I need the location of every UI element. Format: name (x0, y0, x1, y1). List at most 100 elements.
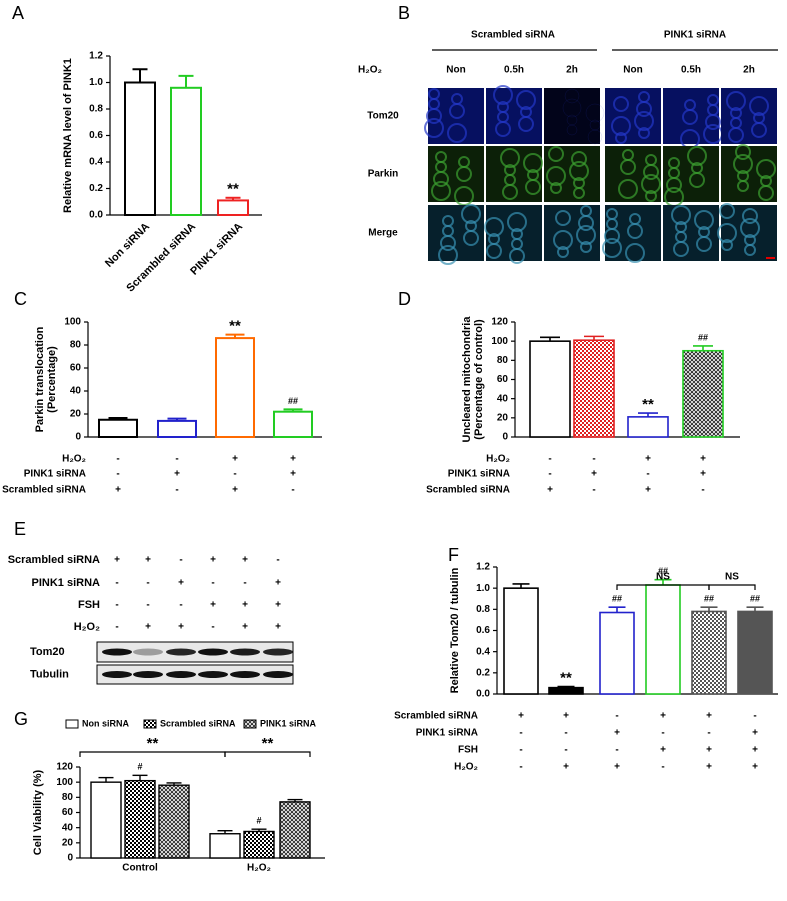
significance-label: ** (262, 735, 274, 752)
y-axis-label: (Percentage) (46, 346, 58, 413)
micrograph-texture (742, 208, 758, 224)
condition-mark: - (661, 728, 664, 739)
condition-mark: + (591, 469, 597, 480)
blot-band (198, 648, 228, 656)
condition-label: H₂O₂ (486, 454, 510, 465)
micrograph-texture (523, 153, 543, 173)
condition-mark: + (174, 469, 180, 480)
condition-mark: - (592, 485, 595, 496)
bar-label: # (137, 762, 142, 772)
bar (170, 86, 202, 216)
micrograph-texture (580, 241, 592, 253)
micrograph-texture (606, 218, 618, 230)
bar (209, 833, 241, 859)
condition-mark: - (116, 469, 119, 480)
panel-label: F (448, 545, 459, 565)
bar (691, 610, 727, 695)
y-tick-label: 100 (491, 336, 508, 347)
condition-mark: + (547, 485, 553, 496)
condition-label: PINK1 siRNA (24, 469, 86, 480)
significance-bracket (708, 584, 756, 590)
condition-mark: - (519, 728, 522, 739)
y-tick-label: 20 (70, 409, 82, 420)
bar (124, 779, 156, 859)
condition-mark: - (211, 578, 214, 589)
y-tick-label: 20 (497, 412, 509, 423)
row-label: Tom20 (367, 111, 399, 122)
row-label: Parkin (368, 169, 399, 180)
condition-mark: - (116, 454, 119, 465)
bar-label: ** (642, 396, 654, 413)
significance-label: NS (725, 572, 739, 583)
panel-label: A (12, 3, 24, 23)
micrograph-texture (493, 85, 513, 105)
condition-label: PINK1 siRNA (416, 728, 478, 739)
condition-mark: + (700, 454, 706, 465)
legend-swatch (243, 719, 257, 729)
blot-band (263, 648, 293, 656)
bar (273, 410, 313, 439)
y-tick-label: 80 (62, 792, 74, 803)
condition-mark: + (706, 711, 712, 722)
micrograph-texture (447, 123, 467, 143)
y-tick-label: 0.4 (89, 157, 103, 168)
condition-mark: + (232, 485, 238, 496)
micrograph-texture (465, 220, 477, 232)
micrograph-texture (749, 96, 769, 116)
condition-mark: - (233, 469, 236, 480)
condition-mark: + (614, 762, 620, 773)
blot-band (230, 671, 260, 678)
condition-mark: + (210, 600, 216, 611)
micrograph (428, 88, 484, 144)
bar-label: ## (288, 396, 298, 406)
micrograph-texture (553, 230, 573, 250)
condition-mark: + (706, 762, 712, 773)
blot-label: Tom20 (30, 646, 65, 658)
micrograph-texture (500, 148, 520, 168)
legend-swatch (65, 719, 79, 729)
micrograph-texture (753, 112, 765, 124)
blot-band (133, 648, 163, 656)
bar-label: ## (612, 594, 622, 604)
condition-mark: + (660, 711, 666, 722)
blot-band (263, 671, 293, 678)
y-axis-label: Cell Viability (%) (32, 769, 44, 855)
condition-mark: + (645, 485, 651, 496)
condition-mark: - (211, 622, 214, 633)
micrograph-texture (576, 225, 596, 245)
y-tick-label: 20 (62, 837, 74, 848)
micrograph-texture (589, 119, 601, 131)
y-tick-label: 0.0 (476, 689, 490, 700)
micrograph-texture (428, 98, 440, 110)
blot-band (133, 671, 163, 678)
x-tick-label: Non siRNA (103, 221, 152, 270)
y-axis-label: (Percentage of control) (473, 319, 485, 440)
micrograph-texture (438, 245, 458, 265)
condition-mark: + (178, 578, 184, 589)
micrograph-texture (520, 106, 532, 118)
condition-label: Scrambled siRNA (426, 485, 510, 496)
legend-label: Non siRNA (82, 718, 130, 728)
legend-label: Scrambled siRNA (160, 718, 236, 728)
micrograph-texture (641, 174, 661, 194)
micrograph-texture (726, 91, 746, 111)
column-label: Non (446, 65, 465, 76)
significance-bracket (79, 751, 226, 757)
bar (737, 610, 773, 695)
micrograph (544, 146, 600, 202)
y-tick-label: 40 (497, 393, 509, 404)
y-tick-label: 0.0 (89, 210, 103, 221)
condition-mark: + (145, 622, 151, 633)
condition-label: PINK1 siRNA (32, 577, 101, 589)
y-tick-label: 60 (62, 807, 74, 818)
y-tick-label: 0.8 (476, 604, 490, 615)
micrograph-texture (557, 246, 569, 258)
condition-mark: - (243, 578, 246, 589)
condition-mark: + (242, 555, 248, 566)
y-tick-label: 0.8 (89, 104, 103, 115)
micrograph-texture (569, 161, 589, 181)
y-tick-label: 0.2 (89, 183, 103, 194)
bar (279, 801, 311, 859)
condition-mark: + (563, 762, 569, 773)
